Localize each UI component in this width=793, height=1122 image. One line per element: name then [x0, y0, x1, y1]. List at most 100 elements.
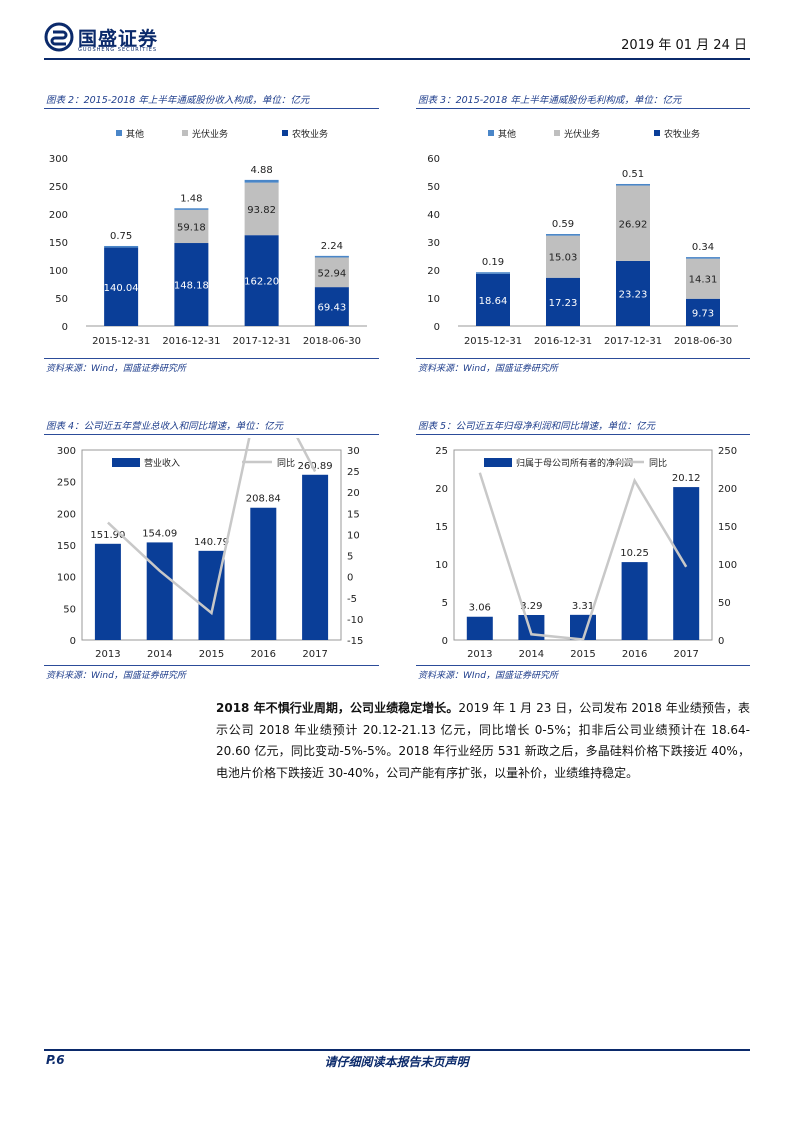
y-tick-label: 50 [63, 604, 76, 615]
company-logo: 国盛证券 GUOSHENG SECURITIES [44, 22, 174, 54]
y-tick-label: 300 [57, 446, 76, 457]
bar [198, 550, 225, 640]
figure-4-source: 资料来源：Wind，国盛证券研究所 [46, 671, 186, 681]
x-tick-label: 2017-12-31 [604, 336, 662, 347]
data-label: 260.89 [298, 461, 333, 472]
legend-label: 农牧业务 [292, 128, 328, 140]
bar [302, 474, 329, 640]
y-tick-label: 10 [435, 560, 448, 571]
y-tick-label: 300 [49, 154, 68, 165]
bar-segment [546, 277, 580, 326]
legend-label: 同比 [277, 457, 295, 469]
logo-text: 国盛证券 [78, 28, 159, 50]
legend-label: 光伏业务 [564, 128, 600, 140]
data-label: 26.92 [619, 219, 648, 230]
legend-swatch [654, 130, 660, 136]
bar-segment [174, 243, 209, 326]
bar [673, 487, 700, 640]
y-tick-label: 150 [57, 541, 76, 552]
y2-tick-label: 100 [718, 560, 737, 571]
data-label: 140.04 [104, 283, 139, 294]
y2-tick-label: -10 [347, 615, 363, 626]
y-tick-label: 15 [435, 522, 448, 533]
growth-line [107, 438, 317, 616]
header-divider [44, 58, 750, 60]
bar [621, 562, 648, 640]
figure-4-chart: 0 50 100 150 200 250 300 -15 -10 -5 0 5 10 15 20 25 30 营业… [57, 438, 363, 660]
y-tick-label: 40 [427, 210, 440, 221]
legend-swatch [484, 458, 512, 467]
bar-segment [686, 298, 720, 326]
x-tick-label: 2013 [95, 649, 120, 660]
legend-swatch [554, 130, 560, 136]
data-label: 17.23 [549, 298, 578, 309]
x-tick-label: 2017 [302, 649, 327, 660]
y-tick-label: 100 [49, 266, 68, 277]
x-tick-label: 2016-12-31 [534, 336, 592, 347]
data-label: 148.18 [174, 281, 209, 292]
x-tick-label: 2016 [622, 649, 647, 660]
bar-segment [616, 185, 650, 261]
bar-segment [314, 257, 349, 288]
paragraph-body: 2019 年 1 月 23 日，公司发布 2018 年业绩预告，表示公司 201… [216, 701, 751, 780]
figure-3-source: 资料来源：Wind，国盛证券研究所 [418, 364, 558, 374]
x-tick-label: 2016 [251, 649, 276, 660]
figure-2-chart: 其他 光伏业务 农牧业务 0 50 100 150 200 250 300 2015-12-31 14… [49, 128, 367, 347]
data-label: 59.18 [177, 222, 206, 233]
legend-swatch [488, 130, 494, 136]
figure-2-source: 资料来源：Wind，国盛证券研究所 [46, 364, 186, 374]
bar [250, 507, 277, 640]
x-tick-label: 2015 [570, 649, 595, 660]
figure-5-top-rule [416, 434, 750, 435]
y2-tick-label: 200 [718, 484, 737, 495]
x-tick-label: 2014 [519, 649, 544, 660]
y-tick-label: 10 [427, 294, 440, 305]
growth-line [478, 472, 688, 641]
y-tick-label: 30 [427, 238, 440, 249]
bar-segment [104, 245, 139, 248]
data-label: 0.59 [552, 219, 574, 230]
data-label: 1.48 [180, 193, 202, 204]
legend-label: 农牧业务 [664, 128, 700, 140]
data-label: 9.73 [692, 308, 714, 319]
data-label: 3.29 [520, 601, 542, 612]
y2-tick-label: 5 [347, 552, 353, 563]
logo-subtext: GUOSHENG SECURITIES [78, 47, 158, 53]
figure-3-chart: 其他 光伏业务 农牧业务 0 10 20 30 40 50 60 2015-12-31 18.64 0.… [427, 128, 738, 347]
legend-swatch [282, 130, 288, 136]
data-label: 18.64 [479, 296, 508, 307]
y-tick-label: 50 [427, 182, 440, 193]
bar [146, 542, 173, 640]
bar-segment [616, 183, 650, 186]
figure-3-top-rule [416, 108, 750, 109]
x-tick-label: 2017 [673, 649, 698, 660]
legend-swatch [182, 130, 188, 136]
data-label: 3.31 [572, 601, 594, 612]
legend-label: 光伏业务 [192, 128, 228, 140]
data-label: 15.03 [549, 253, 578, 264]
legend-label: 营业收入 [144, 457, 180, 469]
y-tick-label: 250 [49, 182, 68, 193]
paragraph-lead: 2018 年不惧行业周期，公司业绩稳定增长。 [216, 701, 459, 715]
bar-segment [476, 272, 510, 274]
bar-segment [174, 209, 209, 244]
y-tick-label: 250 [57, 478, 76, 489]
figure-5-source: 资料来源：WInd，国盛证券研究所 [418, 671, 558, 681]
data-label: 154.09 [142, 528, 177, 539]
logo-mark-icon [44, 22, 74, 52]
y-tick-label: 200 [49, 210, 68, 221]
figure-4-top-rule [44, 434, 379, 435]
y-tick-label: 20 [435, 484, 448, 495]
figure-5-title: 图表 5：公司近五年归母净利润和同比增速，单位：亿元 [418, 421, 656, 432]
figure-3-bottom-rule [416, 358, 750, 359]
bar-segment [616, 260, 650, 326]
bar-segment [244, 182, 279, 236]
legend-swatch [112, 458, 140, 467]
x-tick-label: 2017-12-31 [233, 336, 291, 347]
x-tick-label: 2013 [467, 649, 492, 660]
data-label: 4.88 [250, 165, 272, 176]
y2-tick-label: 0 [718, 636, 724, 647]
bar-segment [244, 235, 279, 326]
data-label: 20.12 [672, 473, 701, 484]
figure-2-title: 图表 2：2015-2018 年上半年通威股份收入构成，单位：亿元 [46, 95, 310, 106]
